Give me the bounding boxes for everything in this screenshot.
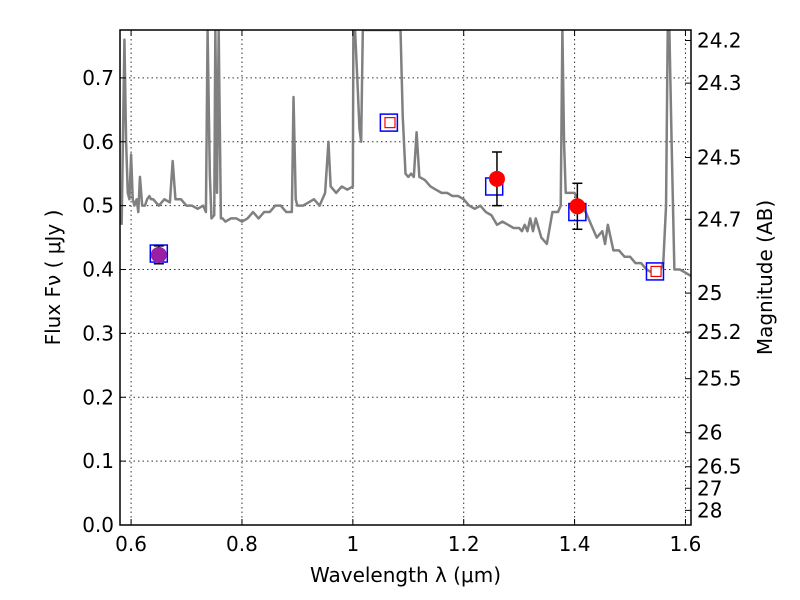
- observed-point: [569, 198, 586, 215]
- mag-tick-label: 26.5: [697, 455, 742, 479]
- y-tick-label: 0.3: [82, 321, 114, 345]
- mag-tick-label: 28: [697, 498, 722, 522]
- mag-tick-label: 24.2: [697, 28, 742, 52]
- y-axis-label: Flux Fν ( μJy ): [41, 210, 65, 346]
- y-tick-label: 0.6: [82, 130, 114, 154]
- y-tick-label: 0.2: [82, 385, 114, 409]
- model-inner-square: [384, 117, 396, 129]
- mag-tick-label: 24.7: [697, 207, 742, 231]
- y-tick-label: 0.5: [82, 194, 114, 218]
- x-tick-label: 1: [346, 532, 359, 556]
- mag-tick-label: 25: [697, 281, 722, 305]
- x-tick-label: 1.2: [448, 532, 480, 556]
- model-inner-square: [650, 265, 662, 278]
- mag-tick-label: 26: [697, 421, 722, 445]
- observed-point: [488, 170, 505, 187]
- plot-frame: [119, 29, 692, 526]
- spectrum-series: [120, 30, 691, 278]
- right-axis-label: Magnitude (AB): [753, 200, 777, 355]
- observed-point: [150, 246, 167, 263]
- model-box-marker: [379, 113, 399, 132]
- mag-tick-label: 25.5: [697, 367, 742, 391]
- y-tick-label: 0.7: [82, 66, 114, 90]
- grid-lines: [120, 30, 691, 526]
- model-box-marker: [645, 262, 665, 281]
- y-tick-label: 0.1: [82, 449, 114, 473]
- x-tick-label: 1.6: [670, 532, 702, 556]
- y-tick-label: 0.4: [82, 258, 114, 282]
- x-tick-label: 0.6: [115, 532, 147, 556]
- mag-tick-label: 27: [697, 476, 722, 500]
- mag-tick-label: 25.2: [697, 320, 742, 344]
- x-tick-label: 1.4: [559, 532, 591, 556]
- mag-tick-label: 24.5: [697, 145, 742, 169]
- mag-tick-label: 24.3: [697, 71, 742, 95]
- photometry-markers: [149, 113, 665, 281]
- spectrum-line: [120, 30, 691, 278]
- x-tick-label: 0.8: [226, 532, 258, 556]
- y-tick-label: 0.0: [82, 513, 114, 537]
- x-axis-label: Wavelength λ (μm): [310, 563, 501, 587]
- axis-ticks: 0.6 0.8 1 1.2 1.4 1.6 0.0 0.1 0.2 0.3 0.4 0.5 0.6 0.7…: [82, 28, 741, 556]
